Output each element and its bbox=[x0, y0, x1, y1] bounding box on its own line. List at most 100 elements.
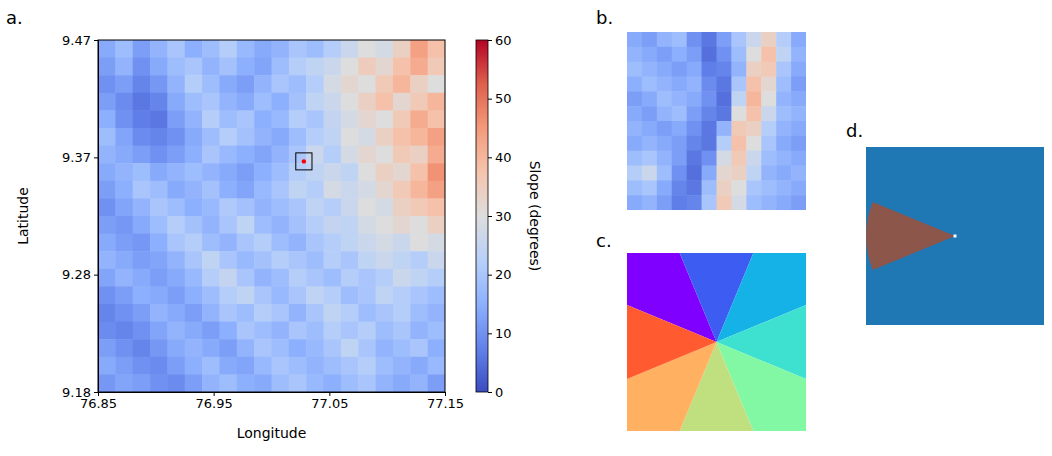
cell bbox=[393, 269, 411, 287]
cell bbox=[410, 58, 428, 76]
cell bbox=[642, 91, 657, 106]
cell bbox=[150, 251, 168, 269]
cell bbox=[202, 58, 220, 76]
cell bbox=[358, 322, 376, 340]
cell bbox=[306, 110, 324, 128]
cell bbox=[358, 181, 376, 199]
cell bbox=[254, 40, 272, 58]
cell bbox=[289, 181, 307, 199]
cell bbox=[642, 32, 657, 47]
cell bbox=[376, 357, 394, 375]
cell bbox=[237, 75, 255, 93]
cell bbox=[219, 181, 237, 199]
cell bbox=[133, 198, 151, 216]
cell bbox=[219, 357, 237, 375]
cell bbox=[133, 322, 151, 340]
cell bbox=[687, 121, 702, 136]
cell bbox=[428, 286, 445, 304]
cell bbox=[237, 128, 255, 146]
cell bbox=[306, 374, 324, 392]
cell bbox=[185, 198, 203, 216]
cell bbox=[642, 151, 657, 166]
cell bbox=[219, 374, 237, 392]
colorbar-title: Slope (degrees) bbox=[527, 161, 543, 272]
tick: 30 bbox=[488, 209, 512, 224]
cell bbox=[410, 286, 428, 304]
tick: 60 bbox=[488, 33, 512, 48]
cell bbox=[219, 304, 237, 322]
cell bbox=[237, 234, 255, 252]
tick-mark bbox=[488, 40, 492, 41]
cell bbox=[642, 195, 657, 210]
cell bbox=[324, 163, 342, 181]
cell bbox=[428, 216, 445, 234]
cell bbox=[306, 58, 324, 76]
cell bbox=[254, 128, 272, 146]
cell bbox=[672, 136, 687, 151]
cell bbox=[776, 166, 791, 181]
y-axis-title: Latitude bbox=[15, 187, 31, 245]
cell bbox=[746, 47, 761, 62]
cell bbox=[376, 339, 394, 357]
cell bbox=[731, 180, 746, 195]
cell bbox=[717, 136, 732, 151]
cell bbox=[272, 146, 290, 164]
cell bbox=[657, 106, 672, 121]
cell bbox=[306, 146, 324, 164]
cell bbox=[657, 136, 672, 151]
cell bbox=[731, 151, 746, 166]
cell bbox=[237, 110, 255, 128]
cell bbox=[167, 251, 185, 269]
cell bbox=[150, 339, 168, 357]
cell bbox=[324, 304, 342, 322]
cell bbox=[791, 180, 806, 195]
cell bbox=[289, 198, 307, 216]
cell bbox=[289, 110, 307, 128]
cell bbox=[133, 58, 151, 76]
cell bbox=[289, 128, 307, 146]
cell bbox=[219, 163, 237, 181]
point bbox=[954, 235, 957, 238]
cell bbox=[627, 166, 642, 181]
tick: 77.15 bbox=[427, 392, 464, 411]
cell bbox=[376, 163, 394, 181]
cell bbox=[219, 75, 237, 93]
cell bbox=[428, 163, 445, 181]
cell bbox=[791, 77, 806, 92]
cell bbox=[133, 75, 151, 93]
cell bbox=[642, 166, 657, 181]
cell bbox=[185, 75, 203, 93]
cell bbox=[358, 216, 376, 234]
cell bbox=[254, 357, 272, 375]
cell bbox=[428, 128, 445, 146]
cell bbox=[358, 75, 376, 93]
cell bbox=[341, 58, 359, 76]
cell bbox=[115, 40, 133, 58]
cell bbox=[428, 110, 445, 128]
cell bbox=[410, 146, 428, 164]
cell bbox=[185, 322, 203, 340]
cell bbox=[746, 136, 761, 151]
cell bbox=[324, 40, 342, 58]
cell bbox=[324, 216, 342, 234]
cell bbox=[202, 93, 220, 111]
cell bbox=[237, 163, 255, 181]
cell bbox=[341, 163, 359, 181]
cell bbox=[167, 234, 185, 252]
cell bbox=[185, 234, 203, 252]
cell bbox=[358, 40, 376, 58]
cell bbox=[341, 93, 359, 111]
figure: 76.8576.9577.0577.159.189.289.379.47Long… bbox=[0, 0, 1052, 456]
cell bbox=[687, 32, 702, 47]
cell bbox=[237, 40, 255, 58]
cell bbox=[791, 32, 806, 47]
cell bbox=[98, 58, 116, 76]
cell bbox=[702, 91, 717, 106]
cell bbox=[410, 304, 428, 322]
cell bbox=[358, 146, 376, 164]
cell bbox=[167, 58, 185, 76]
cell bbox=[115, 146, 133, 164]
zoom-box bbox=[296, 153, 312, 170]
cell bbox=[185, 216, 203, 234]
cell bbox=[376, 286, 394, 304]
